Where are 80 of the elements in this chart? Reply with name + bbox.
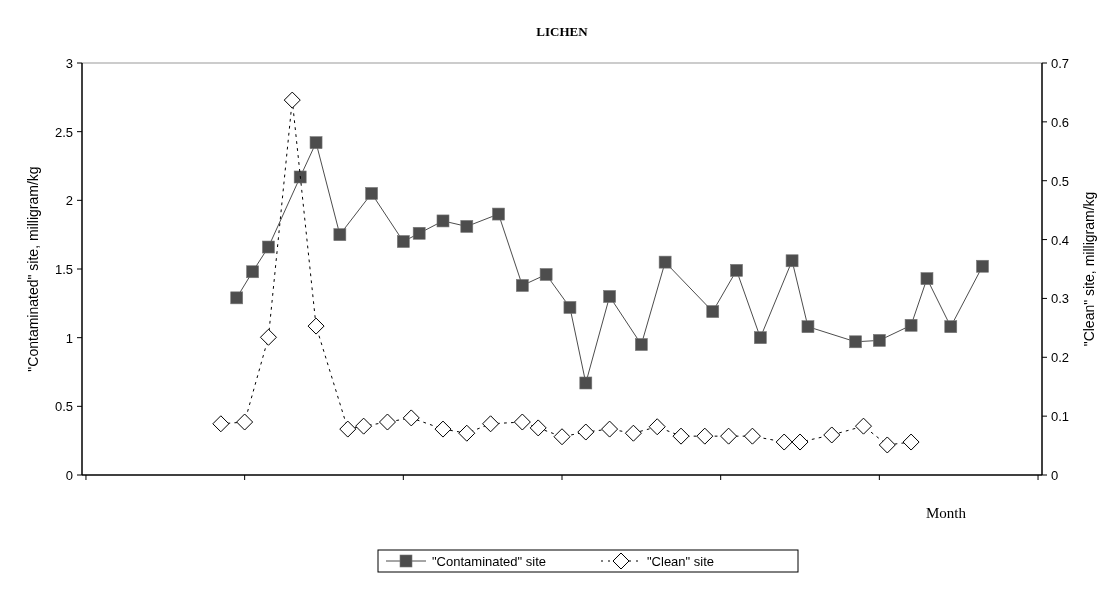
y2-tick-label: 0.2 (1051, 350, 1070, 366)
point (529, 419, 547, 437)
point (920, 272, 934, 285)
point (743, 427, 761, 445)
point (873, 334, 886, 347)
legend-label: "Contaminated" site (432, 554, 547, 569)
point (355, 417, 373, 435)
y-axis-title: "Contaminated" site, milligram/kg (25, 166, 41, 372)
point (603, 290, 616, 303)
point (402, 409, 420, 427)
point (339, 420, 357, 438)
y2-axis-title: "Clean" site, milligram/kg (1081, 191, 1097, 347)
y2-tick-label: 0.4 (1051, 232, 1070, 248)
point (283, 91, 301, 109)
point (513, 413, 531, 431)
point (333, 228, 347, 241)
point (436, 214, 450, 228)
y-tick-label: 2 (65, 193, 73, 209)
point (672, 427, 690, 445)
y-tick-label: 0.5 (54, 399, 73, 415)
point (706, 305, 720, 318)
y2-tick-label: 0.6 (1051, 114, 1070, 130)
point (823, 426, 841, 444)
point (434, 420, 452, 438)
point (246, 265, 259, 279)
point (212, 415, 230, 433)
y2-tick-label: 0 (1051, 468, 1059, 483)
point (854, 417, 872, 435)
y2-tick-label: 0.3 (1051, 291, 1070, 307)
point (775, 433, 793, 451)
point (539, 268, 553, 281)
point (801, 320, 815, 333)
point (458, 424, 476, 442)
y2-tick-label: 0.5 (1051, 173, 1070, 189)
point (307, 317, 325, 335)
y-tick-label: 2.5 (54, 124, 73, 140)
point (696, 427, 714, 445)
point (648, 418, 666, 436)
x-axis-title: Month (925, 505, 967, 521)
point (791, 433, 809, 451)
point (624, 424, 642, 442)
point (553, 428, 571, 446)
point (904, 319, 918, 332)
point (236, 413, 254, 431)
point (378, 413, 396, 431)
point (516, 279, 529, 292)
legend-label: "Clean" site (647, 554, 715, 569)
point (262, 240, 275, 254)
point (878, 436, 896, 454)
y2-tick-label: 0.7 (1051, 56, 1070, 71)
point (460, 220, 474, 233)
point (849, 335, 862, 349)
point (365, 187, 378, 200)
point (976, 259, 989, 273)
point (902, 433, 920, 451)
y-tick-label: 1.5 (54, 262, 73, 277)
point (944, 320, 958, 333)
point (720, 427, 738, 445)
point (601, 420, 619, 438)
point (259, 328, 277, 346)
y-tick-label: 3 (65, 56, 73, 71)
point (579, 376, 593, 390)
point (293, 170, 307, 184)
chart-title: LICHEN (536, 24, 589, 39)
point (563, 301, 577, 314)
point (577, 423, 595, 441)
y2-tick-label: 0.1 (1051, 409, 1070, 425)
point (635, 338, 648, 351)
point (754, 331, 767, 344)
point (397, 235, 410, 248)
point (658, 255, 672, 269)
point (492, 207, 505, 221)
point (785, 254, 799, 268)
point (482, 415, 500, 433)
point (412, 226, 426, 240)
point (230, 291, 244, 305)
point (309, 136, 323, 149)
point (730, 264, 743, 277)
y-tick-label: 1 (65, 330, 73, 346)
y-tick-label: 0 (65, 468, 73, 483)
